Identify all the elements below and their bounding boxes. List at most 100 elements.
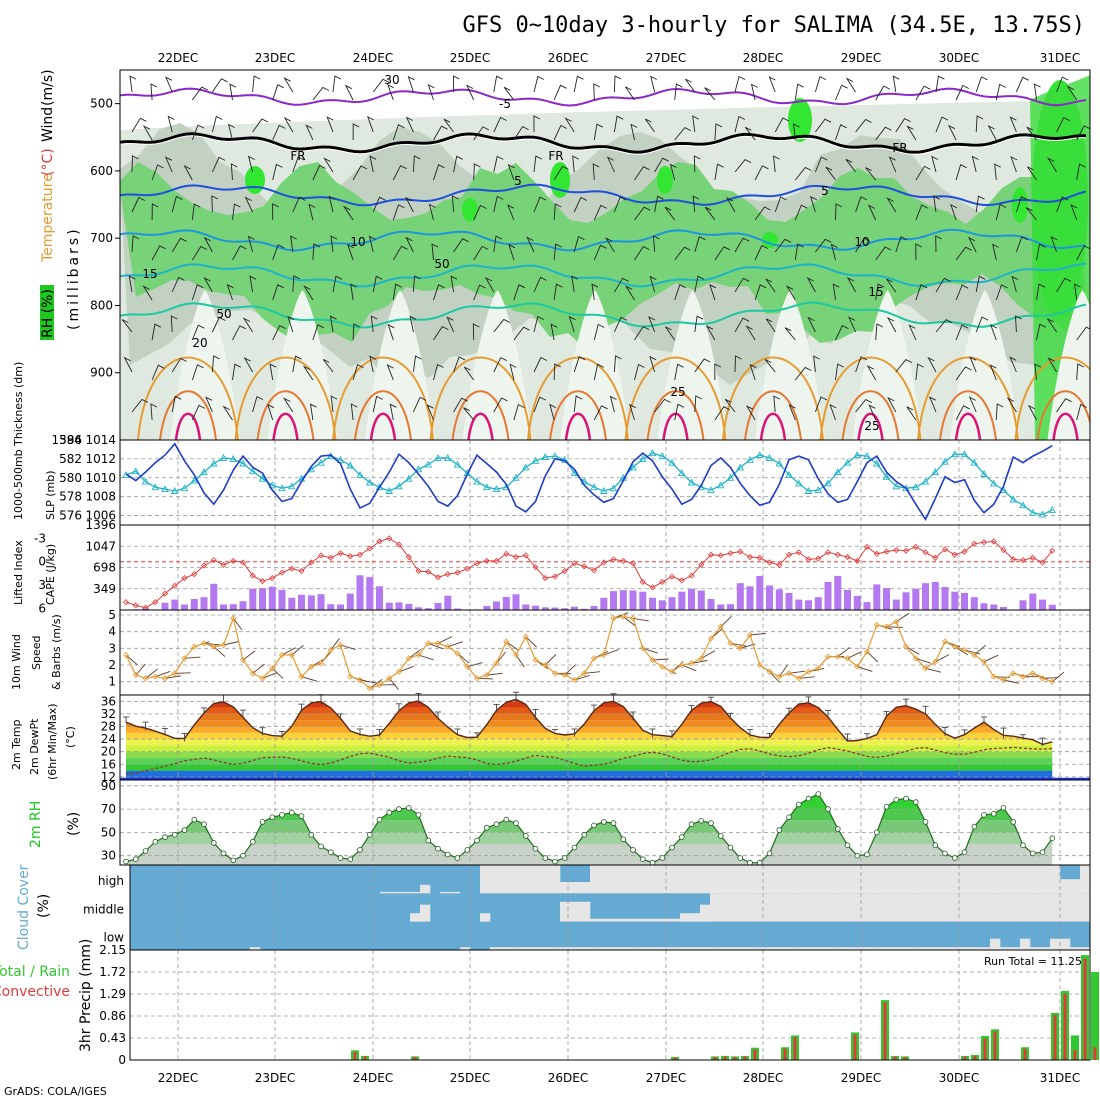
wind-barb xyxy=(935,116,949,133)
rh-marker xyxy=(727,844,734,851)
date-label-top: 23DEC xyxy=(255,51,295,65)
thickness-marker xyxy=(824,479,832,487)
wind-barb xyxy=(191,124,205,141)
cloud-gap xyxy=(940,893,951,922)
temp-band xyxy=(126,739,1053,746)
wind-barb xyxy=(372,275,383,293)
cloud-cover-panel: high middle low Cloud Cover (%) xyxy=(16,864,1091,951)
cloud-gap xyxy=(770,893,781,922)
wind-barb xyxy=(829,404,837,421)
wind-barb xyxy=(654,398,671,413)
rh-marker xyxy=(474,837,480,844)
li-marker xyxy=(132,602,139,609)
wind-barb xyxy=(765,278,776,293)
rh-marker xyxy=(825,806,831,812)
thickness-marker xyxy=(814,486,823,494)
cape-bar xyxy=(142,608,149,610)
wind10m-barb xyxy=(935,654,950,663)
date-label-top: 24DEC xyxy=(353,51,393,65)
wind-barb xyxy=(1073,283,1081,301)
cloud-gap xyxy=(1050,938,1061,950)
cape-bar xyxy=(590,606,598,610)
wind10m-marker xyxy=(132,671,139,679)
wind-barb xyxy=(553,243,562,261)
rh-marker xyxy=(795,801,802,808)
wind-barb xyxy=(533,115,541,133)
wind-barb xyxy=(392,245,408,261)
wind-barb xyxy=(692,115,699,133)
thickness-marker xyxy=(804,487,813,494)
wind-unit-label: (m/s) xyxy=(40,69,56,106)
li-marker xyxy=(776,561,783,568)
wind-barb xyxy=(969,356,977,373)
contour-label: 50 xyxy=(434,257,449,271)
contour-label: 15 xyxy=(868,285,883,299)
wind10m-barb xyxy=(837,647,851,658)
wind-barb xyxy=(472,323,480,341)
wind-barb xyxy=(242,317,253,333)
wind-barb xyxy=(875,126,892,141)
wind-tick-label: 4 xyxy=(108,625,116,639)
wind-barb xyxy=(1076,403,1087,421)
wind-barb xyxy=(283,117,294,133)
isotherm-30 xyxy=(939,390,997,440)
wind-barb xyxy=(613,355,622,373)
contour-label: 10 xyxy=(854,235,869,249)
wind-legend-label: Wind xyxy=(40,107,56,142)
li-marker xyxy=(181,575,188,582)
cloud-gap xyxy=(640,865,651,894)
rh-marker xyxy=(376,816,383,823)
cape-bar xyxy=(1029,593,1037,610)
cape-bar xyxy=(571,606,578,610)
wind-barb xyxy=(389,403,397,421)
wind-barb xyxy=(249,275,257,293)
cloud-gap xyxy=(730,865,741,894)
thickness-marker xyxy=(287,482,296,490)
wind-barb xyxy=(685,78,696,93)
wind-barb xyxy=(573,356,586,373)
thickness-marker xyxy=(404,474,413,482)
rh-marker xyxy=(133,856,139,862)
isotherm-30 xyxy=(451,390,510,440)
rh-shade-bright xyxy=(245,166,265,194)
rh-marker xyxy=(142,848,149,854)
cloud-gap xyxy=(500,865,511,894)
cloud-gap xyxy=(600,865,611,894)
wind10m-marker xyxy=(785,670,793,677)
wind10m-marker xyxy=(308,663,315,670)
li-marker xyxy=(785,551,793,558)
temp-band xyxy=(126,745,1053,752)
rh-shade-bright xyxy=(657,166,673,194)
wind-barb xyxy=(1076,326,1090,341)
wind-barb xyxy=(665,326,676,341)
wind-barb xyxy=(674,284,687,301)
thickness-marker xyxy=(609,484,618,492)
wind-barb xyxy=(652,235,660,253)
wind-barb xyxy=(272,244,285,261)
rh-marker xyxy=(1039,849,1046,855)
cape-bar xyxy=(327,604,335,610)
isotherm-35 xyxy=(564,412,592,440)
cloud-gap xyxy=(830,893,841,922)
wind-barb xyxy=(283,77,294,93)
wind-barb xyxy=(507,204,515,221)
wind-barb xyxy=(451,195,459,213)
isotherm-35 xyxy=(1052,412,1079,440)
wind-barb xyxy=(995,83,1006,101)
wind-barb xyxy=(906,406,917,421)
cape-bar xyxy=(883,588,890,610)
li-marker xyxy=(308,559,315,566)
cloud-gap xyxy=(650,865,661,894)
rh-marker xyxy=(181,827,188,833)
wind10m-marker xyxy=(980,658,988,665)
rh-marker xyxy=(717,833,724,839)
wind-barb xyxy=(975,195,985,213)
wind-barb xyxy=(244,196,254,213)
wind10m-barb xyxy=(574,674,590,681)
wind-barb xyxy=(473,126,490,141)
thickness-marker xyxy=(365,478,374,486)
li-marker xyxy=(161,590,169,597)
wind-barb xyxy=(151,364,165,381)
wind-barb xyxy=(1076,245,1090,261)
thickness-marker xyxy=(248,467,257,475)
